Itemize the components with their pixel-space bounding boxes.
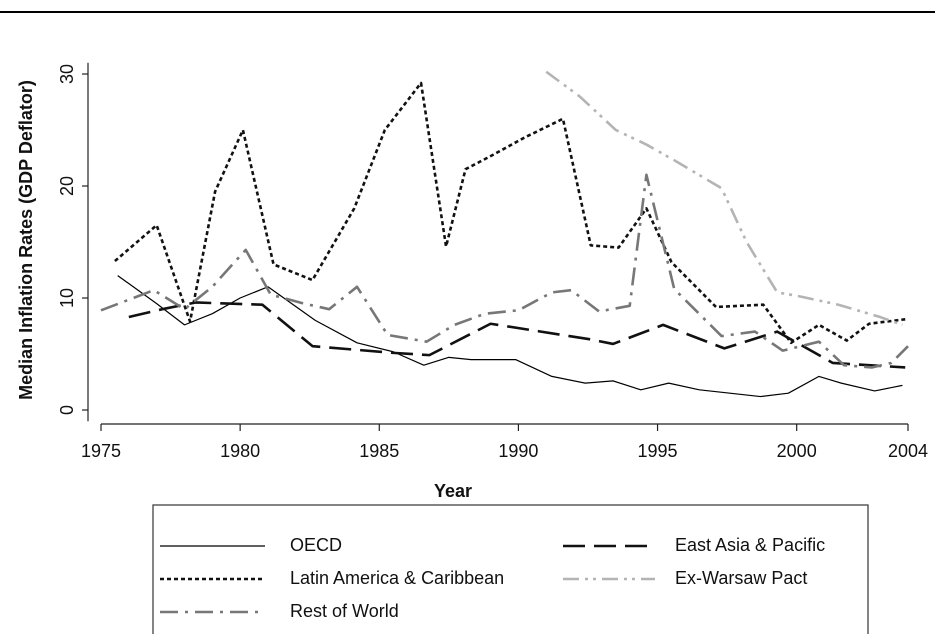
x-axis-title: Year (434, 481, 472, 501)
legend-label: Rest of World (290, 601, 399, 621)
x-tick-label: 1975 (81, 441, 121, 461)
x-tick-label: 2004 (888, 441, 928, 461)
y-tick-label: 0 (57, 405, 77, 415)
legend-label: Ex-Warsaw Pact (675, 568, 807, 588)
legend-label: East Asia & Pacific (675, 535, 825, 555)
y-tick-label: 20 (57, 176, 77, 196)
series-line (100, 173, 909, 369)
y-tick-label: 10 (57, 288, 77, 308)
x-tick-label: 1995 (638, 441, 678, 461)
series-line (117, 275, 903, 398)
x-tick-label: 1990 (498, 441, 538, 461)
legend-label: Latin America & Caribbean (290, 568, 504, 588)
series-line (114, 81, 906, 345)
y-axis-title: Median Inflation Rates (GDP Deflator) (16, 80, 36, 400)
legend-label: OECD (290, 535, 342, 555)
legend-box (152, 504, 869, 634)
series-line (128, 301, 906, 369)
x-tick-label: 1985 (359, 441, 399, 461)
x-tick-label: 1980 (220, 441, 260, 461)
series-line (545, 70, 903, 327)
x-tick-label: 2000 (777, 441, 817, 461)
y-tick-label: 30 (57, 64, 77, 84)
